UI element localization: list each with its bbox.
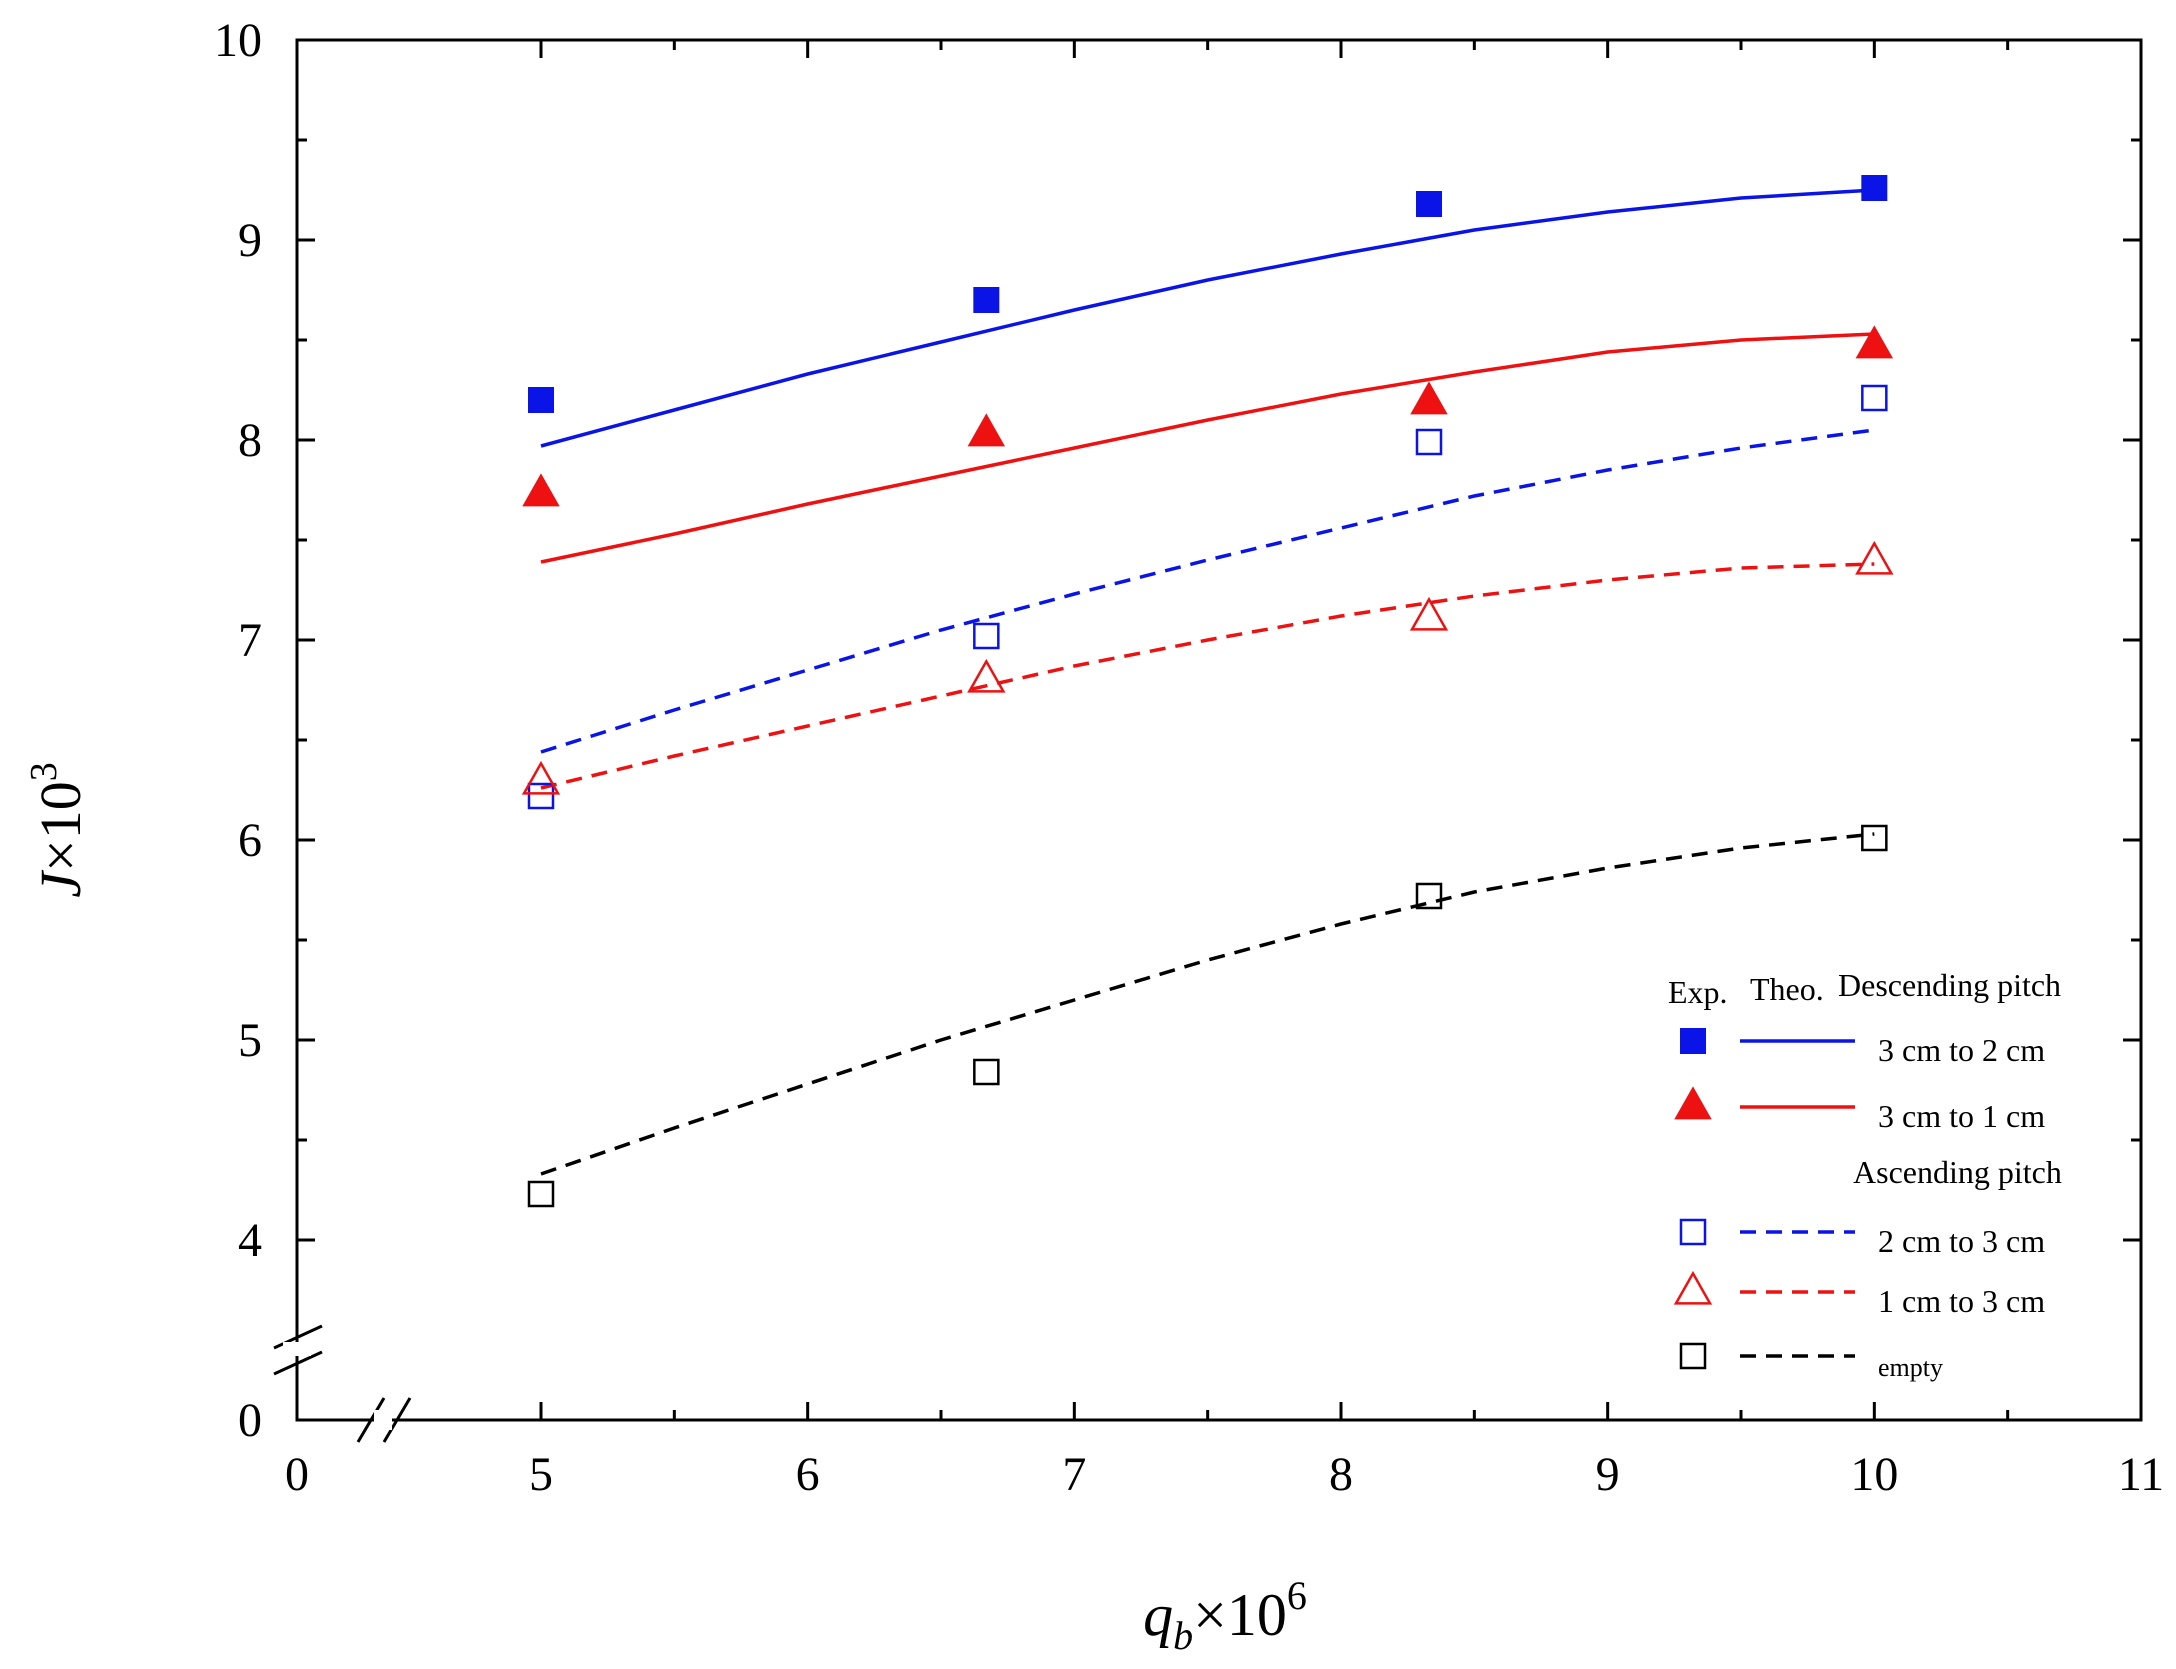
y-axis-title-mult: ×10 (28, 781, 93, 872)
y-axis-title-main: J (28, 869, 93, 898)
legend-marker-4 (1679, 1342, 1707, 1370)
y-tick-label: 5 (238, 1014, 262, 1067)
theory-line-0 (540, 188, 1875, 448)
x-tick-label: 11 (2118, 1448, 2164, 1501)
x-tick-label: 6 (796, 1448, 820, 1501)
x-tick-label: 7 (1062, 1448, 1086, 1501)
legend-marker-0 (1680, 1028, 1706, 1054)
y-axis-break-mark (273, 1324, 323, 1350)
experiment-markers (521, 175, 1894, 1208)
exp-marker-3 (967, 658, 1006, 693)
theory-lines (540, 188, 1875, 1176)
legend-group-header-ascending: Ascending pitch (1853, 1154, 2062, 1190)
y-axis-title: J×103 (23, 762, 93, 897)
x-axis-break-mark (382, 1397, 412, 1443)
legend-label-2: 2 cm to 3 cm (1878, 1223, 2045, 1259)
axis-titles: J×103 qb×106 (23, 762, 1307, 1658)
exp-marker-2 (973, 622, 1000, 650)
theory-line-1 (540, 332, 1875, 564)
y-axis-break-mark (273, 1350, 323, 1376)
exp-marker-1 (522, 473, 560, 507)
exp-marker-3 (521, 760, 561, 795)
x-axis-break-mark (356, 1397, 386, 1443)
exp-marker-1 (1410, 381, 1448, 415)
exp-marker-4 (527, 1180, 555, 1208)
x-tick-label: 0 (285, 1448, 309, 1501)
y-tick-label: 6 (238, 814, 262, 867)
legend-label-0: 3 cm to 2 cm (1878, 1032, 2045, 1068)
x-axis-title: qb×106 (1143, 1573, 1307, 1658)
y-tick-label: 9 (238, 214, 262, 267)
x-axis-title-mult: ×10 (1193, 1582, 1287, 1648)
legend-marker-1 (1674, 1086, 1712, 1120)
legend-label-4: empty (1878, 1353, 1943, 1382)
legend: Exp. Theo. Descending pitch Ascending pitch… (1668, 967, 2062, 1382)
exp-marker-3 (1409, 596, 1449, 631)
legend-marker-2 (1679, 1218, 1707, 1246)
legend-marker-3 (1673, 1270, 1713, 1305)
exp-marker-0 (1416, 191, 1442, 217)
exp-marker-0 (973, 287, 1000, 313)
x-tick-label: 8 (1329, 1448, 1353, 1501)
y-tick-label: 7 (238, 614, 262, 667)
y-axis-break-gap (283, 1342, 311, 1356)
theory-line-4 (540, 832, 1875, 1176)
x-axis-title-sup: 6 (1287, 1573, 1307, 1618)
exp-marker-2 (527, 782, 555, 810)
legend-label-1: 3 cm to 1 cm (1878, 1098, 2045, 1134)
y-tick-label: 4 (238, 1214, 262, 1267)
x-tick-label: 9 (1596, 1448, 1620, 1501)
plot-frame (295, 38, 2143, 1422)
axes (273, 38, 2143, 1443)
exp-marker-1 (1855, 325, 1894, 359)
y-tick-label: 10 (214, 14, 262, 67)
x-tick-label: 10 (1850, 1448, 1898, 1501)
theory-line-2 (540, 428, 1875, 754)
legend-label-3: 1 cm to 3 cm (1878, 1283, 2045, 1319)
exp-marker-3 (1855, 540, 1894, 575)
exp-marker-4 (1415, 882, 1443, 910)
y-tick-label: 0 (238, 1394, 262, 1447)
x-axis-title-sub: b (1173, 1613, 1193, 1658)
x-axis-break-gap (374, 1410, 392, 1430)
legend-col-header-theo: Theo. (1750, 971, 1824, 1007)
y-axis-title-sup: 3 (23, 762, 65, 781)
theory-line-3 (540, 562, 1875, 790)
exp-marker-2 (1415, 428, 1443, 456)
exp-marker-1 (967, 413, 1006, 447)
exp-marker-0 (528, 387, 554, 413)
x-tick-label: 5 (529, 1448, 553, 1501)
exp-marker-2 (1861, 384, 1888, 412)
exp-marker-4 (1861, 824, 1888, 852)
y-tick-label: 8 (238, 414, 262, 467)
exp-marker-4 (973, 1058, 1000, 1086)
exp-marker-0 (1861, 175, 1888, 201)
legend-group-header-descending: Descending pitch (1838, 967, 2061, 1003)
ticks: 0 5 6 7 8 9 10 11 0 4 5 6 7 8 9 10 (214, 14, 2164, 1501)
legend-col-header-exp: Exp. (1668, 974, 1728, 1010)
x-axis-title-main: q (1143, 1582, 1173, 1648)
